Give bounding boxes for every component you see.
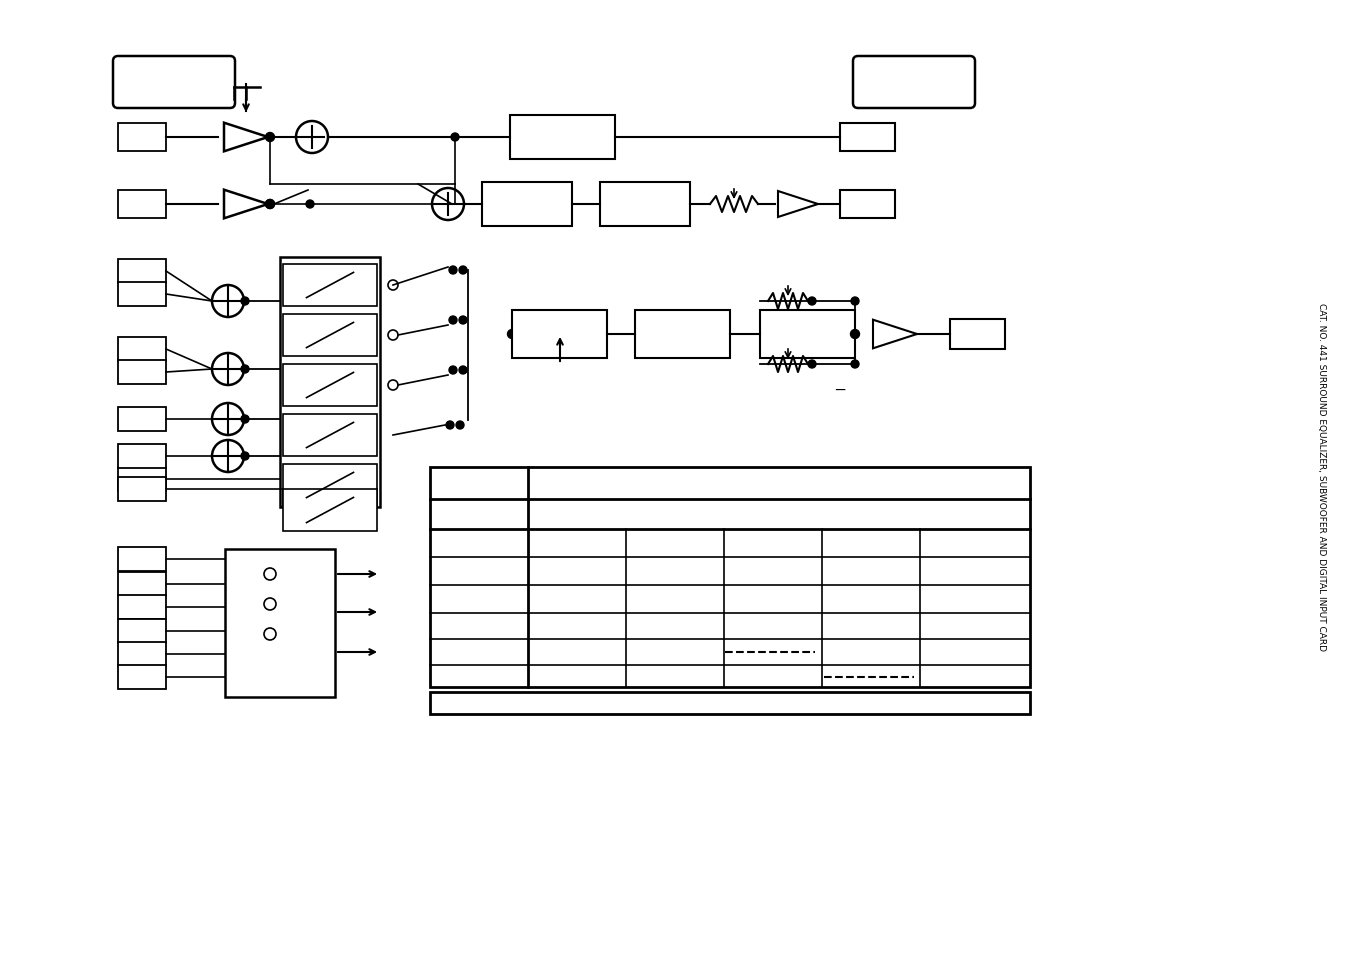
- Bar: [280, 257, 380, 507]
- Bar: [950, 319, 1005, 350]
- Bar: [118, 665, 166, 689]
- Circle shape: [508, 330, 516, 339]
- Circle shape: [808, 360, 816, 369]
- Circle shape: [388, 281, 399, 291]
- Circle shape: [266, 200, 274, 210]
- Bar: [118, 260, 166, 284]
- Circle shape: [240, 416, 249, 423]
- Bar: [509, 116, 615, 160]
- Bar: [226, 550, 335, 698]
- Circle shape: [446, 421, 454, 430]
- Circle shape: [266, 133, 274, 142]
- Bar: [282, 265, 377, 307]
- Bar: [512, 311, 607, 358]
- Bar: [282, 314, 377, 356]
- Bar: [430, 692, 1029, 714]
- Bar: [840, 191, 894, 219]
- Bar: [118, 468, 166, 492]
- Bar: [118, 283, 166, 307]
- Polygon shape: [224, 191, 267, 219]
- Bar: [118, 444, 166, 469]
- Text: ─: ─: [835, 382, 844, 397]
- Circle shape: [263, 598, 276, 610]
- Bar: [282, 365, 377, 407]
- Polygon shape: [778, 192, 817, 218]
- Bar: [840, 124, 894, 152]
- Circle shape: [459, 367, 467, 375]
- Text: CAT. NO. 441 SURROUND EQUALIZER, SUBWOOFER AND DIGITAL INPUT CARD: CAT. NO. 441 SURROUND EQUALIZER, SUBWOOF…: [1317, 303, 1327, 650]
- Circle shape: [449, 267, 457, 274]
- Circle shape: [212, 286, 245, 317]
- Bar: [118, 642, 166, 666]
- Circle shape: [212, 403, 245, 436]
- Bar: [118, 408, 166, 432]
- Bar: [118, 360, 166, 385]
- Bar: [282, 490, 377, 532]
- Bar: [282, 415, 377, 456]
- Circle shape: [266, 200, 274, 210]
- Circle shape: [451, 201, 459, 209]
- Circle shape: [451, 133, 459, 142]
- Bar: [118, 573, 166, 597]
- Bar: [430, 468, 1029, 687]
- Circle shape: [388, 331, 399, 340]
- Bar: [118, 547, 166, 572]
- Bar: [118, 191, 166, 219]
- Circle shape: [457, 421, 463, 430]
- Circle shape: [459, 267, 467, 274]
- Circle shape: [212, 354, 245, 386]
- Circle shape: [851, 360, 859, 369]
- FancyBboxPatch shape: [852, 57, 975, 109]
- Bar: [761, 311, 855, 358]
- Circle shape: [851, 297, 859, 306]
- Circle shape: [449, 367, 457, 375]
- Circle shape: [388, 380, 399, 391]
- Polygon shape: [873, 320, 917, 349]
- Circle shape: [459, 316, 467, 325]
- Circle shape: [240, 297, 249, 306]
- Bar: [600, 183, 690, 227]
- Circle shape: [432, 189, 463, 221]
- Circle shape: [851, 330, 859, 339]
- Bar: [482, 183, 571, 227]
- Circle shape: [212, 440, 245, 473]
- Circle shape: [296, 122, 328, 153]
- Bar: [118, 124, 166, 152]
- Circle shape: [240, 453, 249, 460]
- Bar: [118, 596, 166, 619]
- Circle shape: [263, 628, 276, 640]
- Bar: [118, 477, 166, 501]
- Circle shape: [808, 297, 816, 306]
- Bar: [118, 619, 166, 643]
- Circle shape: [305, 201, 313, 209]
- Circle shape: [240, 366, 249, 374]
- Circle shape: [263, 568, 276, 580]
- Bar: [282, 464, 377, 506]
- Circle shape: [449, 316, 457, 325]
- FancyBboxPatch shape: [113, 57, 235, 109]
- Bar: [635, 311, 730, 358]
- Bar: [118, 337, 166, 361]
- Polygon shape: [224, 124, 267, 152]
